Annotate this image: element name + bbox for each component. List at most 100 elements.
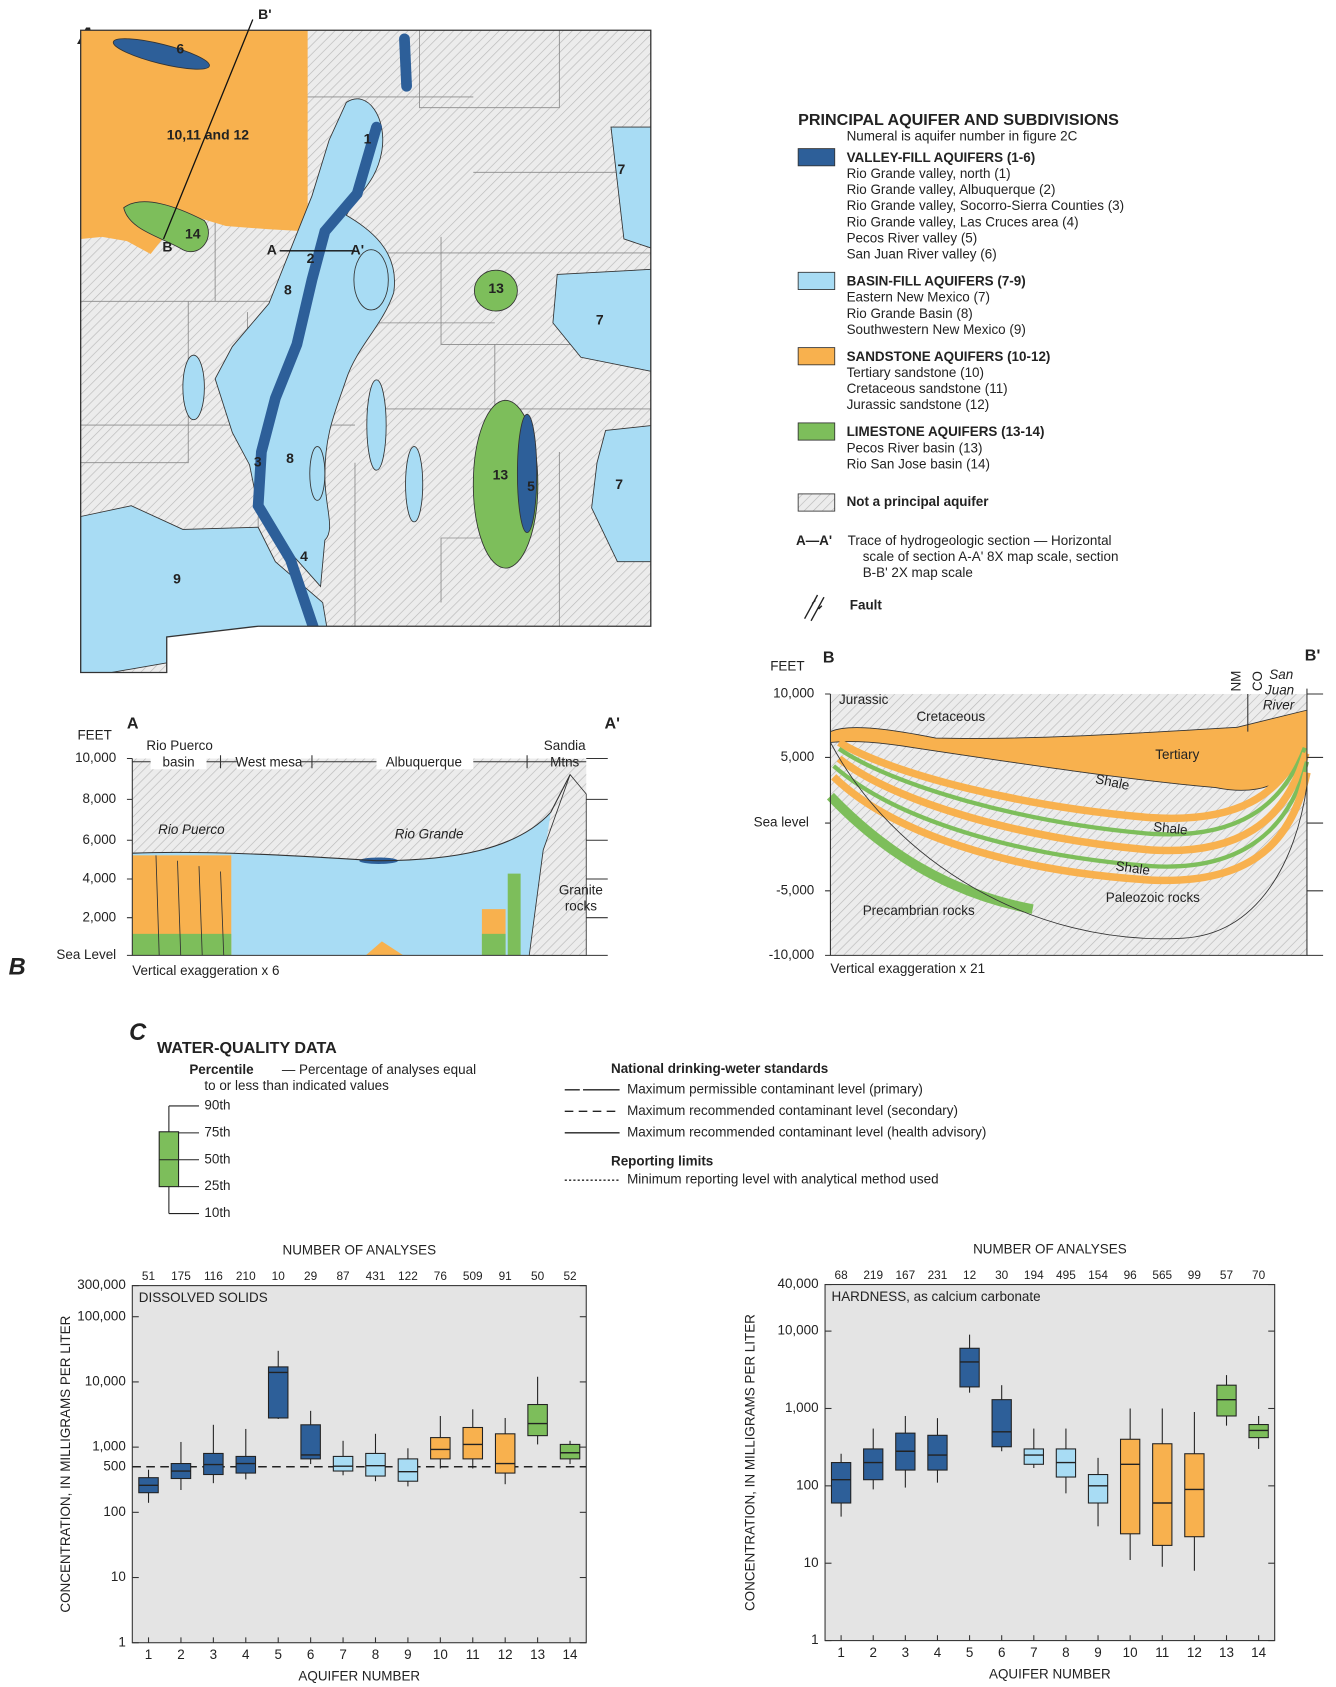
section-a-text: Granite: [559, 882, 603, 897]
panel-labels-text: C: [129, 1020, 147, 1046]
analyses-count: 29: [304, 1269, 318, 1283]
map-label-text: 13: [493, 466, 509, 482]
section-b-text: B': [1305, 647, 1320, 665]
chart-title: HARDNESS, as calcium carbonate: [832, 1289, 1041, 1304]
map-shape-shape: [183, 355, 205, 420]
map-shape-shape: [367, 380, 386, 470]
water-quality-key-text: Reporting limits: [611, 1153, 713, 1168]
analyses-count: 30: [995, 1268, 1009, 1282]
x-tick-label: 14: [563, 1647, 578, 1662]
y-tick-label: 10: [111, 1569, 126, 1584]
box: [831, 1463, 850, 1503]
analyses-count: 167: [895, 1268, 915, 1282]
y-tick-label: 500: [103, 1458, 125, 1473]
x-tick-label: 6: [307, 1647, 314, 1662]
section-b-text: Tertiary: [1155, 747, 1199, 762]
analyses-count: 12: [963, 1268, 976, 1282]
x-tick-label: 2: [869, 1645, 876, 1660]
box: [960, 1348, 979, 1387]
y-tick-label: 1: [118, 1634, 125, 1649]
water-quality-key-text: — Percentage of analyses equal: [282, 1062, 476, 1077]
map-label-text: 4: [300, 548, 308, 564]
analyses-count: 219: [863, 1268, 883, 1282]
section-tick-label-text: Sea Level: [56, 947, 116, 962]
analyses-count: 99: [1188, 1268, 1202, 1282]
y-tick-label: 300,000: [77, 1277, 126, 1292]
map-label-text: 8: [284, 281, 292, 297]
analyses-count: 68: [835, 1268, 849, 1282]
x-tick-label: 9: [404, 1647, 411, 1662]
section-b-text: Cretaceous: [916, 709, 985, 724]
section-tick-label-text: 8,000: [83, 791, 117, 806]
analyses-count: 154: [1088, 1268, 1108, 1282]
y-tick-label: 1,000: [785, 1400, 819, 1415]
section-tick-label-text: 4,000: [83, 871, 117, 886]
legend-text: scale of section A-A' 8X map scale, sect…: [863, 549, 1119, 564]
section-a-text: FEET: [77, 727, 111, 742]
section-b-text: Precambrian rocks: [863, 903, 975, 918]
box: [333, 1456, 352, 1471]
section-tick-label-text: Sea level: [754, 815, 809, 830]
water-quality-key-text: WATER-QUALITY DATA: [157, 1039, 337, 1057]
map-label-text: 7: [596, 311, 604, 327]
section-a-text: A: [127, 714, 139, 732]
legend-text: Numeral is aquifer number in figure 2C: [847, 128, 1078, 143]
plot-area: [132, 1286, 586, 1643]
zone-label-text: Albuquerque: [386, 754, 462, 769]
y-tick-label: 10,000: [777, 1323, 818, 1338]
section-a-shape: [482, 934, 506, 956]
map-label-text: 1: [364, 131, 372, 147]
analyses-count: 431: [366, 1269, 386, 1283]
x-tick-label: 2: [177, 1647, 184, 1662]
analyses-count: 50: [531, 1269, 545, 1283]
analyses-count: 10: [272, 1269, 286, 1283]
y-tick-label: 100: [103, 1504, 125, 1519]
box: [528, 1405, 547, 1436]
section-a-text: A': [605, 714, 620, 732]
x-tick-label: 11: [1155, 1645, 1169, 1660]
top-label: NUMBER OF ANALYSES: [973, 1242, 1127, 1257]
section-tick-label: 10,000 8,000 6,000 4,000 2,000 Sea Level: [56, 750, 116, 962]
x-tick-label: 12: [498, 1647, 513, 1662]
analyses-count: 210: [236, 1269, 256, 1283]
map-label-text: 5: [527, 478, 535, 494]
analyses-count: 52: [563, 1269, 576, 1283]
map-label-text: 6: [176, 40, 184, 56]
map-label-text: 8: [286, 450, 294, 466]
section-b-text: CO: [1250, 671, 1265, 691]
box: [431, 1438, 450, 1459]
map-label-text: 14: [185, 225, 201, 241]
legend-heading: LIMESTONE AQUIFERS (13-14): [847, 424, 1045, 439]
x-tick-label: 12: [1187, 1645, 1202, 1660]
map-shape-shape: [310, 447, 325, 501]
zone-label-text: Mtns: [550, 754, 579, 769]
analyses-count: 565: [1152, 1268, 1172, 1282]
legend-item: Rio Grande valley, Las Cruces area (4): [847, 214, 1079, 229]
section-tick-label-text: 5,000: [781, 749, 815, 764]
water-quality-key-text: 75th: [204, 1124, 230, 1139]
map-label-text: 10,11 and 12: [167, 126, 250, 142]
box: [236, 1456, 255, 1473]
analyses-count: 96: [1124, 1268, 1138, 1282]
box: [1185, 1454, 1204, 1537]
section-b: FEET B B' 10,000 5,000 Sea level -5,000 …: [754, 647, 1323, 976]
analyses-count: 87: [336, 1269, 349, 1283]
analyses-count: 122: [398, 1269, 418, 1283]
box: [992, 1400, 1011, 1447]
x-tick-label: 8: [1062, 1645, 1069, 1660]
x-tick-label: 7: [1030, 1645, 1037, 1660]
x-tick-label: 13: [1219, 1645, 1234, 1660]
section-a-shape: [508, 874, 521, 956]
legend-text: PRINCIPAL AQUIFER AND SUBDIVISIONS: [798, 111, 1119, 129]
x-tick-label: 3: [902, 1645, 909, 1660]
section-tick-label-text: 2,000: [83, 909, 117, 924]
y-tick-label: 10,000: [85, 1373, 126, 1388]
x-tick-label: 7: [339, 1647, 346, 1662]
section-b-text: B: [823, 649, 835, 667]
water-quality-key-text: National drinking-weter standards: [611, 1061, 828, 1076]
section-b-text: Paleozoic rocks: [1106, 890, 1200, 905]
legend-item: San Juan River valley (6): [847, 247, 997, 262]
water-quality-key-text: Maximum recommended contaminant level (s…: [627, 1103, 958, 1118]
x-tick-label: 3: [210, 1647, 217, 1662]
